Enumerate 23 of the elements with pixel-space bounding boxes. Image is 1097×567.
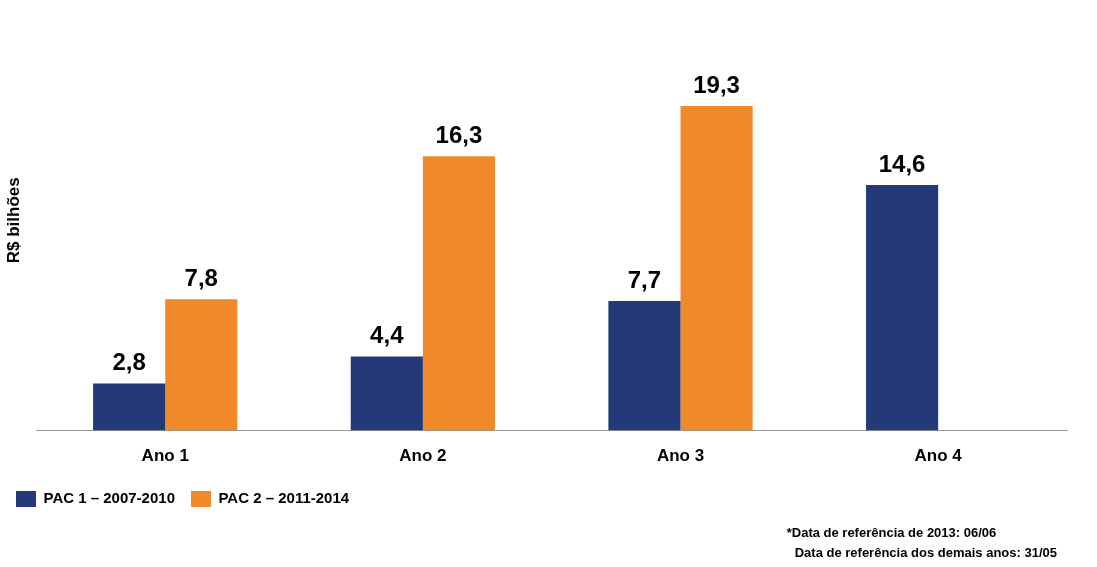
data-label: 2,8: [112, 348, 146, 376]
legend-label: PAC 2 – 2011-2014: [218, 489, 350, 507]
text: *Data de referência de 2013: 06/06: [786, 524, 998, 542]
data-label: 4,4: [370, 321, 405, 349]
x-tick-label: Ano 2: [399, 446, 447, 466]
legend-label: PAC 1 – 2007-2010: [43, 489, 175, 507]
x-tick-label: Ano 1: [141, 446, 189, 466]
data-label: 14,6: [878, 149, 926, 177]
text: Data de referência dos demais anos: 31/05: [793, 544, 1057, 562]
bar: [608, 301, 681, 431]
bar: [350, 356, 423, 431]
bar: [422, 156, 496, 431]
x-tick-label: Ano 3: [656, 446, 705, 466]
bar: [866, 184, 939, 431]
bar: [93, 383, 166, 431]
data-label: 16,3: [435, 120, 483, 148]
data-label: 19,3: [693, 70, 740, 98]
y-axis-title: R$ bilhões: [3, 177, 23, 264]
data-label: 7,7: [627, 265, 662, 293]
data-label: 7,8: [184, 264, 218, 291]
bar: [680, 105, 753, 431]
bar: [165, 299, 238, 431]
x-tick-label: Ano 4: [914, 446, 963, 466]
